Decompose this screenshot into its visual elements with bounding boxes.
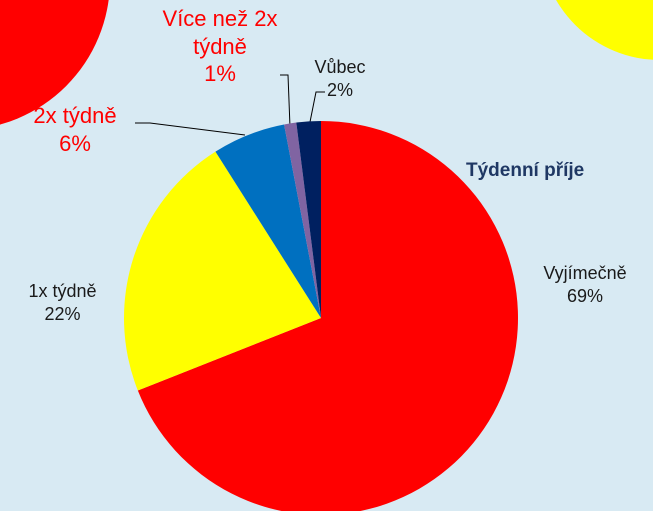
slice-value-label: 2% (326, 79, 353, 100)
pie-slice (215, 124, 321, 318)
pie-slice (296, 121, 321, 318)
slice-name: 1x týdně (28, 281, 97, 301)
slice-name: 2x týdně (33, 103, 117, 128)
slice-label: 2x týdně 6% (5, 102, 145, 157)
decor-circle (0, 0, 109, 125)
slice-value-label: 22% (44, 303, 81, 324)
slice-value-label: 69% (566, 285, 604, 306)
slice-label: Více než 2x týdně 1% (150, 5, 290, 88)
slice-name: Vyjímečně (543, 263, 627, 283)
slice-label: Vůbec 2% (305, 56, 375, 101)
slice-value-label: 1% (204, 61, 236, 86)
slice-name: Vůbec (314, 57, 366, 77)
decor-circle (556, 0, 653, 60)
pie-slice (124, 151, 321, 391)
pie-slice (284, 122, 321, 318)
pie-slice (137, 121, 518, 511)
chart-title: Týdenní příje (466, 160, 584, 181)
slice-name: Více než 2x týdně (162, 6, 278, 59)
leader-line (280, 74, 291, 128)
leader-line (309, 91, 325, 123)
slice-value-label: 6% (59, 130, 91, 156)
slice-label: Vyjímečně 69% (520, 262, 650, 307)
leader-line (135, 122, 246, 136)
slice-label: 1x týdně 22% (5, 280, 120, 325)
